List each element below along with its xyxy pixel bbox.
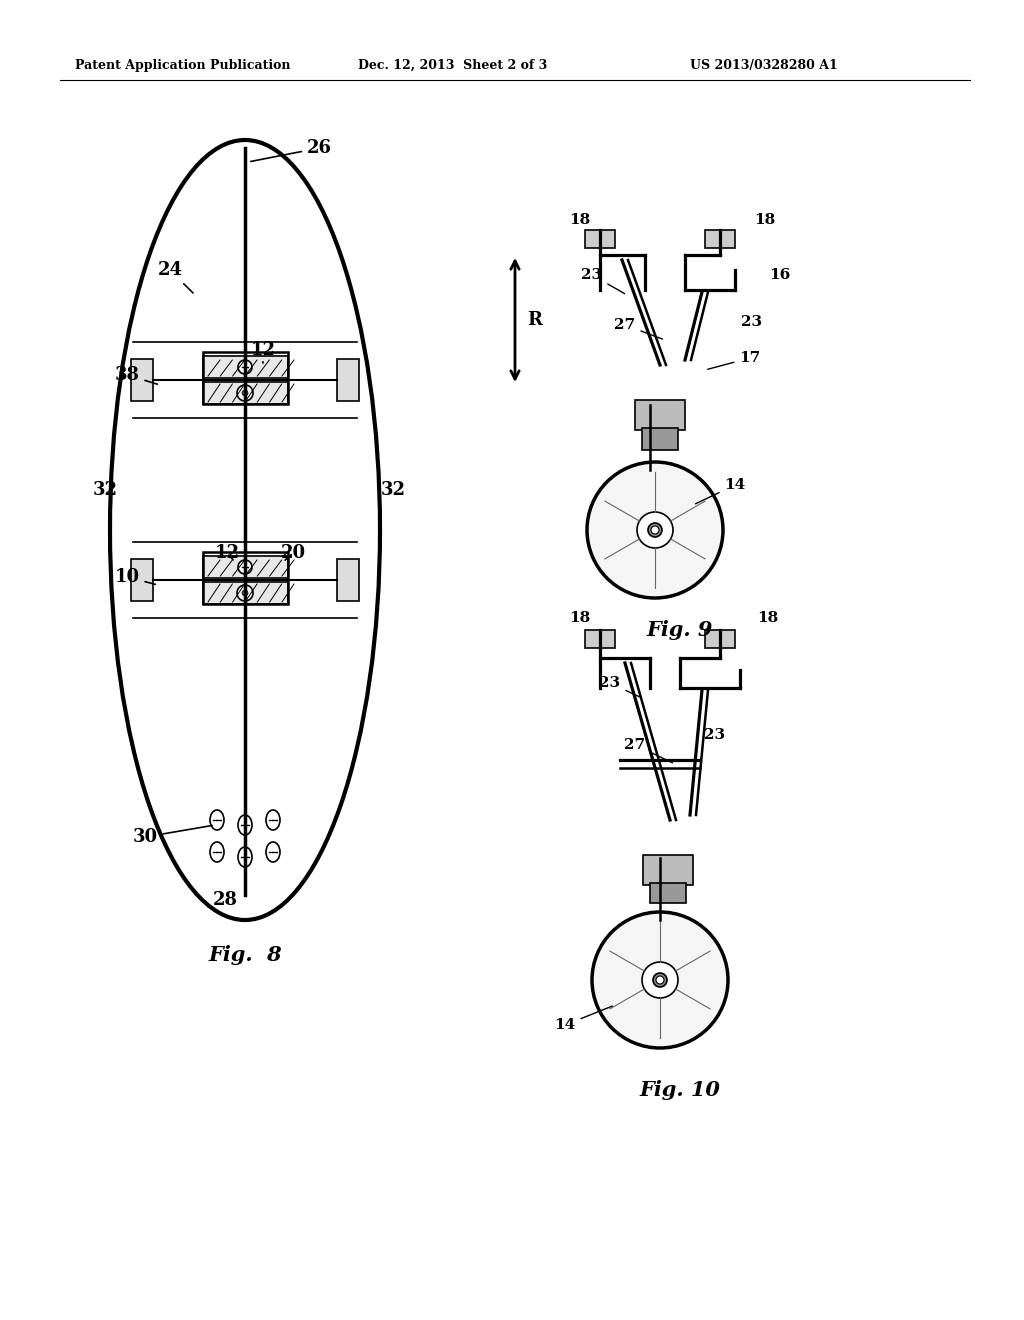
Bar bbox=[643, 855, 693, 884]
Circle shape bbox=[238, 560, 252, 574]
Circle shape bbox=[242, 389, 248, 396]
Text: 27: 27 bbox=[625, 738, 673, 763]
Text: Fig.  8: Fig. 8 bbox=[208, 945, 282, 965]
Circle shape bbox=[242, 590, 248, 597]
Bar bbox=[203, 352, 288, 404]
Bar bbox=[131, 359, 153, 401]
Text: US 2013/0328280 A1: US 2013/0328280 A1 bbox=[690, 58, 838, 71]
Text: 16: 16 bbox=[769, 268, 791, 282]
Text: 30: 30 bbox=[132, 825, 212, 846]
Text: Fig. 10: Fig. 10 bbox=[640, 1080, 721, 1100]
Text: 23: 23 bbox=[582, 268, 625, 293]
Text: 14: 14 bbox=[554, 1006, 612, 1032]
Text: 32: 32 bbox=[92, 480, 118, 499]
Text: 12: 12 bbox=[214, 544, 240, 562]
Circle shape bbox=[592, 912, 728, 1048]
Text: 17: 17 bbox=[708, 351, 761, 370]
Bar bbox=[131, 558, 153, 601]
Text: 24: 24 bbox=[158, 261, 194, 293]
Text: R: R bbox=[527, 312, 542, 329]
Circle shape bbox=[656, 975, 664, 983]
Ellipse shape bbox=[210, 810, 224, 830]
Text: 20: 20 bbox=[281, 544, 305, 562]
Circle shape bbox=[653, 973, 667, 987]
Text: 12: 12 bbox=[251, 341, 275, 363]
Text: 18: 18 bbox=[758, 611, 778, 624]
Bar bbox=[337, 558, 359, 601]
Text: 18: 18 bbox=[755, 213, 775, 227]
Text: Dec. 12, 2013  Sheet 2 of 3: Dec. 12, 2013 Sheet 2 of 3 bbox=[358, 58, 547, 71]
Bar bbox=[642, 428, 678, 450]
Text: 26: 26 bbox=[251, 139, 332, 161]
Circle shape bbox=[237, 385, 253, 401]
Bar bbox=[705, 630, 735, 648]
Circle shape bbox=[637, 512, 673, 548]
Bar bbox=[650, 883, 686, 903]
Bar bbox=[585, 230, 615, 248]
Circle shape bbox=[237, 585, 253, 601]
Bar bbox=[203, 381, 288, 404]
Text: 28: 28 bbox=[213, 891, 238, 909]
Text: 10: 10 bbox=[115, 568, 156, 586]
Text: Fig. 9: Fig. 9 bbox=[647, 620, 713, 640]
Text: 14: 14 bbox=[695, 478, 745, 504]
Ellipse shape bbox=[210, 842, 224, 862]
Bar bbox=[203, 582, 288, 605]
Text: 23: 23 bbox=[599, 676, 639, 697]
Bar bbox=[337, 359, 359, 401]
Text: 32: 32 bbox=[381, 480, 406, 499]
Bar bbox=[203, 552, 288, 605]
Ellipse shape bbox=[266, 810, 280, 830]
Text: 27: 27 bbox=[614, 318, 663, 339]
Bar bbox=[585, 630, 615, 648]
Text: Patent Application Publication: Patent Application Publication bbox=[75, 58, 291, 71]
Text: 23: 23 bbox=[741, 315, 763, 329]
Ellipse shape bbox=[266, 842, 280, 862]
Bar bbox=[635, 400, 685, 430]
Ellipse shape bbox=[238, 847, 252, 867]
Circle shape bbox=[587, 462, 723, 598]
Circle shape bbox=[642, 962, 678, 998]
Circle shape bbox=[238, 360, 252, 374]
Circle shape bbox=[648, 523, 662, 537]
Ellipse shape bbox=[238, 814, 252, 836]
Bar bbox=[203, 556, 288, 578]
Bar bbox=[705, 230, 735, 248]
Text: 18: 18 bbox=[569, 213, 591, 227]
Circle shape bbox=[651, 525, 659, 535]
Text: 38: 38 bbox=[115, 366, 158, 384]
Text: 18: 18 bbox=[569, 611, 591, 624]
Bar bbox=[203, 356, 288, 378]
Text: 23: 23 bbox=[705, 729, 726, 742]
